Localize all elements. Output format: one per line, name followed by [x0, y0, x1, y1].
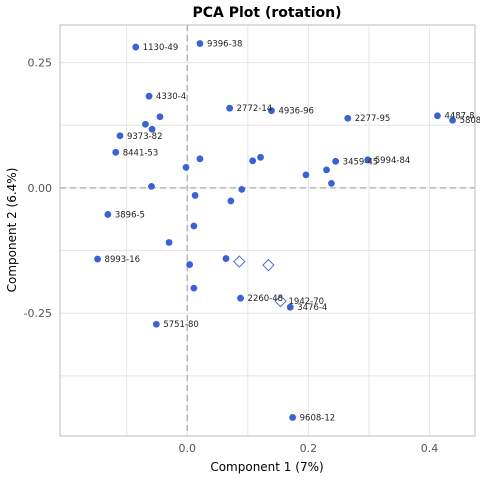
data-point [186, 261, 194, 268]
x-tick-label: 0.2 [300, 442, 318, 455]
data-point [148, 125, 156, 133]
data-point [226, 104, 234, 112]
data-point [332, 157, 340, 165]
grid-lines [60, 25, 475, 436]
data-point [227, 197, 235, 205]
data-point [196, 155, 204, 163]
point-label: 9373-82 [127, 132, 163, 142]
y-tick-label: -0.25 [24, 307, 52, 320]
point-label: 3896-5 [115, 210, 145, 220]
point-label: 9396-38 [207, 40, 243, 50]
data-point [302, 171, 310, 179]
data-point [112, 148, 120, 156]
data-point-diamond [274, 294, 287, 308]
data-point [196, 40, 204, 47]
y-axis-title: Component 2 (6.4%) [5, 168, 19, 293]
data-points [94, 40, 456, 421]
data-point [344, 114, 352, 122]
x-tick-label: 0.4 [421, 442, 439, 455]
data-point [449, 116, 456, 124]
data-point [190, 222, 198, 230]
y-tick-label: 0.25 [28, 57, 53, 70]
data-point [156, 113, 164, 121]
point-label: 3476-4 [297, 303, 327, 313]
data-point [364, 156, 372, 164]
data-point [152, 320, 160, 328]
plot-frame [59, 24, 476, 437]
data-point [289, 414, 297, 421]
point-labels: 1130-49 9396-38 4330-4 9373-82 8441-53 2772-1… [105, 40, 480, 424]
tick-labels: 0.0 0.2 0.4 0.25 0.00 -0.25 [24, 57, 439, 455]
point-label: 3459-45 [343, 157, 379, 167]
data-point [434, 112, 441, 120]
data-point [104, 211, 112, 218]
data-point [249, 157, 257, 165]
data-point [257, 153, 264, 161]
point-label: 5751-80 [163, 320, 199, 330]
data-point [237, 294, 244, 302]
point-label: 4487-8 [444, 112, 474, 122]
data-point [182, 163, 190, 171]
data-point [132, 43, 140, 51]
data-point-diamond [262, 258, 275, 272]
point-label: 8441-53 [123, 148, 159, 158]
zero-lines [60, 25, 475, 436]
data-point [191, 192, 199, 199]
data-point [148, 182, 155, 190]
data-point [328, 179, 335, 187]
point-label: 1130-49 [143, 43, 179, 53]
data-point [165, 239, 173, 246]
x-tick-label: 0.0 [178, 442, 196, 455]
point-label: 9608-12 [300, 413, 336, 423]
point-label: 2772-14 [237, 104, 273, 114]
point-label: 4936-96 [278, 107, 314, 117]
y-tick-label: 0.00 [28, 182, 53, 195]
data-point [222, 255, 230, 262]
data-point [145, 92, 153, 100]
data-point [116, 132, 124, 140]
x-axis-title: Component 1 (7%) [210, 460, 323, 474]
point-label: 1942-70 [289, 297, 325, 307]
point-label: 2277-95 [355, 114, 391, 124]
point-label: 2260-48 [248, 294, 284, 304]
data-point [323, 166, 330, 174]
point-label: 4330-4 [156, 92, 186, 102]
data-point-diamond [233, 255, 246, 268]
data-point [268, 107, 275, 115]
chart-title: PCA Plot (rotation) [192, 5, 341, 21]
point-label: 8993-16 [105, 255, 141, 265]
data-point [190, 284, 198, 292]
data-point [142, 120, 149, 128]
data-point [238, 186, 246, 193]
data-point [286, 303, 294, 311]
point-label: 5808 [460, 116, 480, 126]
point-label: 5994-84 [375, 156, 411, 166]
data-point [94, 255, 101, 263]
